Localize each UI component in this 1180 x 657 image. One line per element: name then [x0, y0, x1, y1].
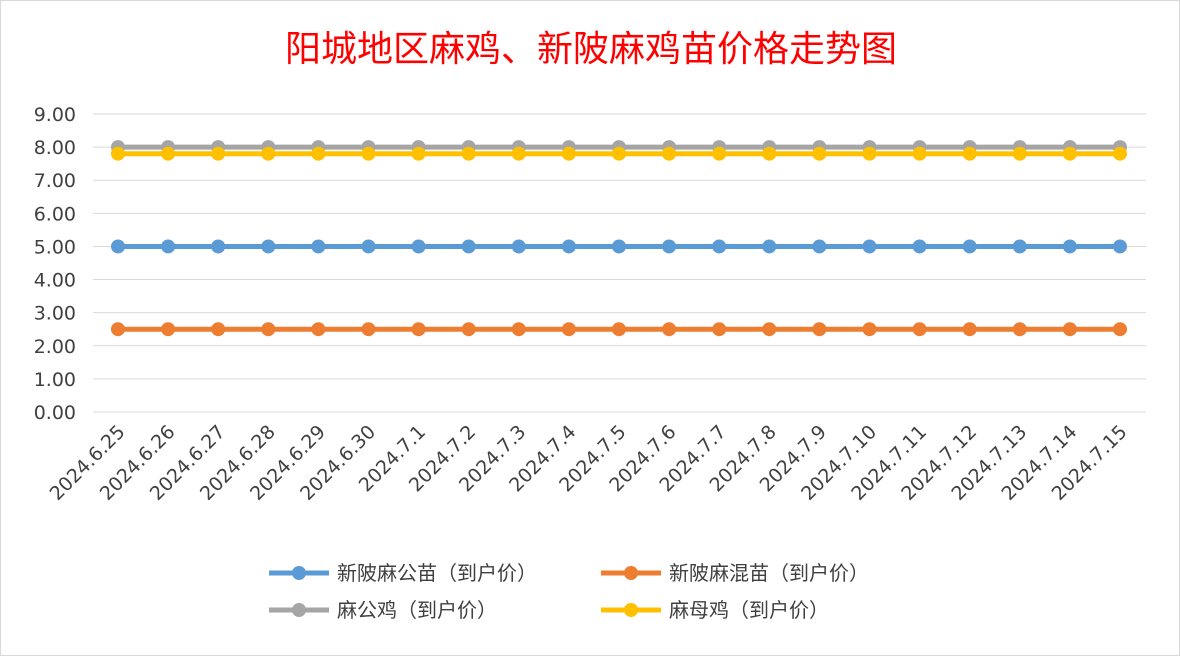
data-point — [912, 146, 927, 161]
legend-item: 新陂麻混苗（到户价） — [601, 561, 869, 585]
legend-item: 新陂麻公苗（到户价） — [269, 561, 537, 585]
legend-swatch-marker — [292, 566, 306, 580]
data-point — [712, 146, 727, 161]
y-tick-label: 0.00 — [34, 402, 76, 424]
data-point — [361, 322, 376, 337]
data-point — [111, 239, 125, 254]
data-point — [561, 239, 576, 254]
data-point — [712, 322, 727, 337]
series-line — [111, 146, 1127, 161]
y-tick-label: 6.00 — [34, 203, 76, 225]
legend-swatch-marker — [624, 566, 638, 580]
data-point — [111, 146, 125, 161]
legend-item: 麻母鸡（到户价） — [601, 598, 829, 622]
data-point — [812, 239, 827, 254]
legend-label: 新陂麻混苗（到户价） — [669, 561, 869, 585]
y-tick-label: 5.00 — [34, 236, 76, 258]
legend-label: 新陂麻公苗（到户价） — [337, 561, 537, 585]
data-point — [161, 146, 176, 161]
data-point — [612, 322, 626, 337]
data-point — [612, 146, 626, 161]
data-point — [211, 239, 226, 254]
data-point — [612, 239, 626, 254]
data-point — [862, 146, 877, 161]
data-point — [261, 146, 276, 161]
series-lines — [111, 140, 1127, 337]
data-point — [762, 146, 777, 161]
data-point — [712, 239, 727, 254]
data-point — [261, 239, 276, 254]
data-point — [912, 322, 927, 337]
chart-title: 阳城地区麻鸡、新陂麻鸡苗价格走势图 — [285, 29, 897, 70]
legend-swatch-marker — [624, 603, 638, 617]
data-point — [111, 322, 125, 337]
data-point — [1012, 146, 1027, 161]
data-point — [1012, 239, 1027, 254]
y-tick-label: 2.00 — [34, 336, 76, 358]
data-point — [461, 322, 476, 337]
data-point — [311, 239, 326, 254]
data-point — [1113, 239, 1127, 254]
data-point — [161, 239, 176, 254]
data-point — [261, 322, 276, 337]
data-point — [1062, 239, 1077, 254]
legend-item: 麻公鸡（到户价） — [269, 598, 497, 622]
data-point — [411, 239, 426, 254]
legend-label: 麻母鸡（到户价） — [669, 598, 829, 622]
y-tick-label: 3.00 — [34, 303, 76, 325]
data-point — [1113, 322, 1127, 337]
y-tick-label: 4.00 — [34, 270, 76, 292]
data-point — [511, 239, 526, 254]
data-point — [762, 322, 777, 337]
data-point — [862, 239, 877, 254]
data-point — [511, 146, 526, 161]
legend-swatch-marker — [292, 603, 306, 617]
data-point — [662, 239, 677, 254]
data-point — [561, 322, 576, 337]
data-point — [411, 322, 426, 337]
data-point — [662, 146, 677, 161]
data-point — [411, 146, 426, 161]
data-point — [812, 146, 827, 161]
data-point — [361, 146, 376, 161]
data-point — [1062, 146, 1077, 161]
y-axis-ticks: 0.00 1.00 2.00 3.00 4.00 5.00 6.00 7.00 8.00 9.00 — [34, 104, 76, 424]
y-tick-label: 1.00 — [34, 369, 76, 391]
y-tick-label: 8.00 — [34, 137, 76, 159]
data-point — [511, 322, 526, 337]
data-point — [361, 239, 376, 254]
y-tick-label: 9.00 — [34, 104, 76, 126]
data-point — [962, 322, 977, 337]
data-point — [211, 146, 226, 161]
data-point — [461, 239, 476, 254]
data-point — [962, 146, 977, 161]
legend-label: 麻公鸡（到户价） — [337, 598, 497, 622]
data-point — [662, 322, 677, 337]
data-point — [862, 322, 877, 337]
data-point — [762, 239, 777, 254]
data-point — [561, 146, 576, 161]
data-point — [311, 322, 326, 337]
data-point — [962, 239, 977, 254]
data-point — [812, 322, 827, 337]
x-axis-ticks: 2024.6.252024.6.262024.6.272024.6.282024… — [46, 421, 1132, 505]
data-point — [161, 322, 176, 337]
legend: 新陂麻公苗（到户价） 新陂麻混苗（到户价） 麻公鸡（到户价） 麻母鸡（到户价） — [269, 561, 869, 622]
data-point — [311, 146, 326, 161]
y-tick-label: 7.00 — [34, 170, 76, 192]
series-line — [111, 239, 1127, 254]
data-point — [211, 322, 226, 337]
data-point — [1113, 146, 1127, 161]
data-point — [461, 146, 476, 161]
series-line — [111, 322, 1127, 337]
data-point — [1062, 322, 1077, 337]
data-point — [1012, 322, 1027, 337]
data-point — [912, 239, 927, 254]
